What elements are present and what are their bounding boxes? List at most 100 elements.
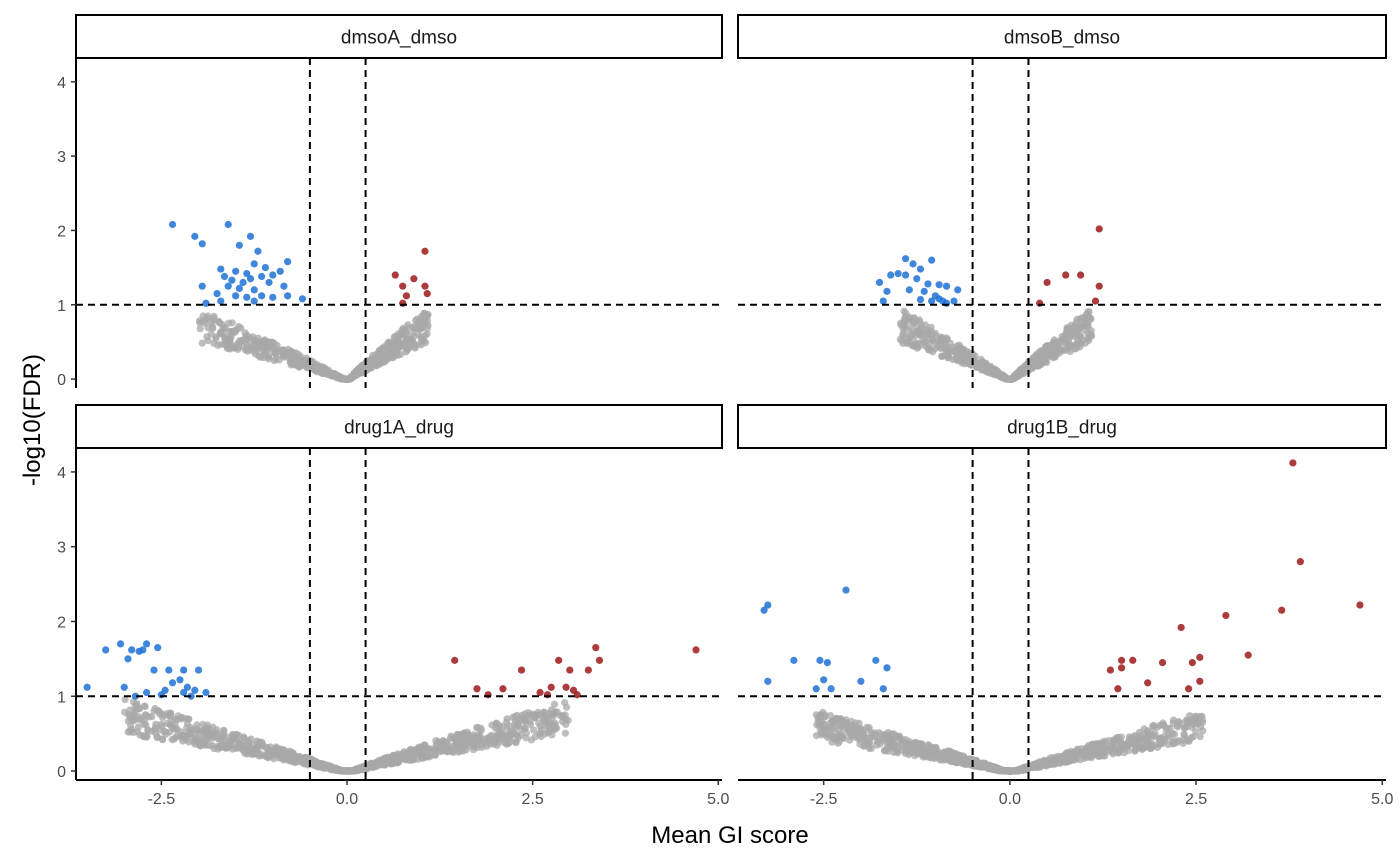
- point-nonsignificant: [1077, 756, 1084, 763]
- point-nonsignificant: [846, 737, 853, 744]
- point-negative-gi: [269, 271, 276, 278]
- nonsignificant-points: [897, 308, 1095, 383]
- facet-panel: drug1A_drug01234-2.5 0.0 2.5 5.0: [57, 405, 729, 808]
- point-nonsignificant: [894, 733, 901, 740]
- point-negative-gi: [928, 257, 935, 264]
- point-nonsignificant: [902, 750, 909, 757]
- point-nonsignificant: [1184, 736, 1191, 743]
- point-negative-gi: [277, 268, 284, 275]
- point-nonsignificant: [1015, 371, 1022, 378]
- point-nonsignificant: [821, 730, 828, 737]
- point-negative-gi: [236, 285, 243, 292]
- point-positive-gi: [410, 275, 417, 282]
- x-tick-label: 5.0: [1371, 791, 1393, 808]
- point-negative-gi: [165, 666, 172, 673]
- point-negative-gi: [917, 296, 924, 303]
- point-positive-gi: [1245, 652, 1252, 659]
- y-tick-label: 2: [57, 614, 66, 631]
- point-negative-gi: [236, 242, 243, 249]
- x-tick-label: -2.5: [810, 791, 838, 808]
- point-nonsignificant: [931, 744, 938, 751]
- point-nonsignificant: [395, 759, 402, 766]
- point-nonsignificant: [505, 735, 512, 742]
- point-nonsignificant: [484, 735, 491, 742]
- point-nonsignificant: [1099, 752, 1106, 759]
- point-negative-gi: [239, 279, 246, 286]
- nonsignificant-points: [196, 310, 432, 383]
- point-negative-gi: [954, 286, 961, 293]
- point-nonsignificant: [530, 727, 537, 734]
- point-nonsignificant: [545, 729, 552, 736]
- point-nonsignificant: [319, 368, 326, 375]
- point-negative-gi: [124, 655, 131, 662]
- point-positive-gi: [596, 657, 603, 664]
- point-nonsignificant: [418, 341, 425, 348]
- point-nonsignificant: [131, 716, 138, 723]
- point-nonsignificant: [394, 336, 401, 343]
- point-nonsignificant: [249, 333, 256, 340]
- point-nonsignificant: [162, 731, 169, 738]
- x-tick-label: 0.0: [999, 791, 1021, 808]
- point-nonsignificant: [1055, 347, 1062, 354]
- y-axis-title: -log10(FDR): [19, 354, 46, 486]
- point-negative-gi: [84, 684, 91, 691]
- point-nonsignificant: [270, 755, 277, 762]
- point-positive-gi: [548, 684, 555, 691]
- point-nonsignificant: [813, 721, 820, 728]
- point-positive-gi: [1062, 271, 1069, 278]
- point-positive-gi: [1356, 601, 1363, 608]
- point-nonsignificant: [907, 334, 914, 341]
- point-nonsignificant: [1002, 374, 1009, 381]
- point-nonsignificant: [376, 351, 383, 358]
- point-negative-gi: [895, 270, 902, 277]
- point-nonsignificant: [512, 724, 519, 731]
- point-nonsignificant: [260, 343, 267, 350]
- point-nonsignificant: [131, 704, 138, 711]
- y-tick-label: 4: [57, 465, 66, 482]
- point-positive-gi: [1096, 283, 1103, 290]
- facet-strip-label: dmsoA_dmso: [341, 28, 457, 49]
- point-negative-gi: [180, 689, 187, 696]
- point-nonsignificant: [219, 324, 226, 331]
- point-nonsignificant: [1021, 764, 1028, 771]
- point-nonsignificant: [961, 352, 968, 359]
- point-nonsignificant: [1073, 316, 1080, 323]
- nonsignificant-points: [121, 696, 572, 775]
- facet-strip-label: drug1A_drug: [344, 418, 454, 439]
- y-tick-label: 3: [57, 540, 66, 557]
- point-nonsignificant: [432, 737, 439, 744]
- point-negative-gi: [280, 283, 287, 290]
- point-nonsignificant: [947, 757, 954, 764]
- point-nonsignificant: [987, 370, 994, 377]
- x-axis-title: Mean GI score: [651, 822, 808, 849]
- point-nonsignificant: [1071, 323, 1078, 330]
- point-nonsignificant: [1129, 741, 1136, 748]
- point-nonsignificant: [313, 759, 320, 766]
- point-nonsignificant: [125, 718, 132, 725]
- point-nonsignificant: [218, 330, 225, 337]
- point-nonsignificant: [860, 733, 867, 740]
- x-tick-label: -2.5: [148, 791, 176, 808]
- point-nonsignificant: [894, 749, 901, 756]
- point-positive-gi: [485, 691, 492, 698]
- point-negative-gi: [872, 657, 879, 664]
- y-tick-label: 0: [57, 764, 66, 781]
- point-negative-gi: [191, 687, 198, 694]
- point-positive-gi: [1044, 279, 1051, 286]
- point-nonsignificant: [822, 711, 829, 718]
- point-negative-gi: [102, 646, 109, 653]
- point-positive-gi: [1159, 659, 1166, 666]
- point-nonsignificant: [1150, 722, 1157, 729]
- point-nonsignificant: [562, 730, 569, 737]
- point-nonsignificant: [1131, 734, 1138, 741]
- point-negative-gi: [883, 664, 890, 671]
- point-nonsignificant: [419, 752, 426, 759]
- point-nonsignificant: [474, 724, 481, 731]
- point-nonsignificant: [852, 719, 859, 726]
- point-negative-gi: [169, 679, 176, 686]
- point-nonsignificant: [472, 735, 479, 742]
- point-negative-gi: [128, 646, 135, 653]
- x-tick-label: 5.0: [707, 791, 729, 808]
- point-nonsignificant: [910, 315, 917, 322]
- point-nonsignificant: [827, 719, 834, 726]
